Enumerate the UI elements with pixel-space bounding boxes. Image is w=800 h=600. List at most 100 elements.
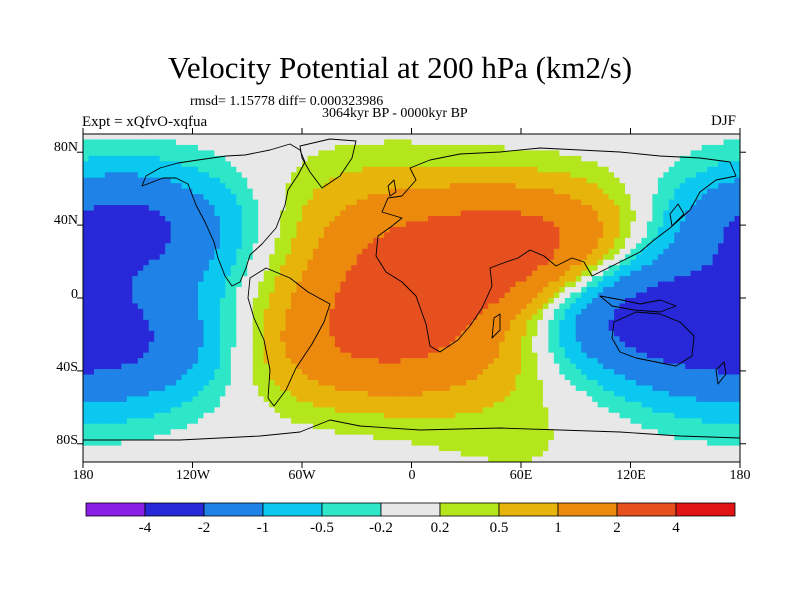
field-cell bbox=[734, 314, 740, 321]
field-cell bbox=[460, 287, 467, 294]
field-cell bbox=[170, 177, 177, 184]
field-cell bbox=[400, 248, 407, 255]
field-cell bbox=[559, 314, 566, 321]
field-cell bbox=[323, 341, 330, 348]
field-cell bbox=[471, 341, 478, 348]
field-cell bbox=[187, 270, 194, 277]
field-cell bbox=[449, 205, 456, 212]
field-cell bbox=[674, 287, 681, 294]
field-cell bbox=[148, 303, 155, 310]
field-cell bbox=[214, 352, 221, 359]
field-cell bbox=[438, 155, 445, 162]
field-cell bbox=[291, 194, 298, 201]
field-cell bbox=[378, 265, 385, 272]
field-cell bbox=[400, 232, 407, 239]
field-cell bbox=[192, 254, 199, 261]
field-cell bbox=[707, 254, 714, 261]
field-cell bbox=[323, 155, 330, 162]
field-cell bbox=[477, 134, 484, 141]
field-cell bbox=[274, 276, 281, 283]
field-cell bbox=[707, 166, 714, 173]
field-cell bbox=[88, 281, 95, 288]
field-cell bbox=[323, 232, 330, 239]
field-cell bbox=[296, 155, 303, 162]
field-cell bbox=[542, 199, 549, 206]
field-cell bbox=[247, 314, 254, 321]
field-cell bbox=[340, 144, 347, 151]
field-cell bbox=[389, 172, 396, 179]
field-cell bbox=[110, 139, 117, 146]
field-cell bbox=[564, 226, 571, 233]
field-cell bbox=[148, 314, 155, 321]
field-cell bbox=[307, 199, 314, 206]
field-cell bbox=[581, 276, 588, 283]
field-cell bbox=[307, 155, 314, 162]
field-cell bbox=[176, 188, 183, 195]
field-cell bbox=[356, 276, 363, 283]
field-cell bbox=[154, 232, 161, 239]
field-cell bbox=[329, 199, 336, 206]
field-cell bbox=[499, 352, 506, 359]
field-cell bbox=[219, 303, 226, 310]
field-cell bbox=[433, 144, 440, 151]
field-cell bbox=[685, 232, 692, 239]
field-cell bbox=[449, 254, 456, 261]
field-cell bbox=[718, 155, 725, 162]
field-cell bbox=[586, 144, 593, 151]
field-cell bbox=[104, 194, 111, 201]
field-cell bbox=[510, 134, 517, 141]
field-cell bbox=[137, 134, 144, 141]
field-cell bbox=[110, 308, 117, 315]
field-cell bbox=[225, 188, 232, 195]
field-cell bbox=[241, 287, 248, 294]
field-cell bbox=[597, 330, 604, 337]
field-cell bbox=[247, 259, 254, 266]
field-cell bbox=[345, 287, 352, 294]
field-cell bbox=[110, 287, 117, 294]
field-cell bbox=[586, 298, 593, 305]
field-cell bbox=[307, 226, 314, 233]
field-cell bbox=[291, 166, 298, 173]
field-cell bbox=[521, 221, 528, 228]
field-cell bbox=[625, 177, 632, 184]
field-cell bbox=[570, 319, 577, 326]
field-cell bbox=[230, 155, 237, 162]
field-cell bbox=[553, 259, 560, 266]
field-cell bbox=[526, 298, 533, 305]
field-cell bbox=[416, 177, 424, 184]
field-cell bbox=[488, 232, 495, 239]
field-cell bbox=[83, 347, 90, 354]
field-cell bbox=[83, 259, 90, 266]
field-cell bbox=[460, 199, 467, 206]
field-cell bbox=[230, 298, 237, 305]
field-cell bbox=[225, 303, 232, 310]
field-cell bbox=[488, 281, 495, 288]
field-cell bbox=[553, 319, 560, 326]
field-cell bbox=[416, 319, 424, 326]
field-cell bbox=[477, 243, 484, 250]
field-cell bbox=[455, 188, 462, 195]
field-cell bbox=[493, 144, 500, 151]
field-cell bbox=[635, 205, 643, 212]
field-cell bbox=[592, 139, 599, 146]
field-cell bbox=[619, 270, 626, 277]
field-cell bbox=[356, 308, 363, 315]
field-cell bbox=[170, 134, 177, 141]
field-cell bbox=[159, 298, 166, 305]
field-cell bbox=[592, 232, 599, 239]
field-cell bbox=[154, 308, 161, 315]
field-cell bbox=[537, 254, 544, 261]
field-cell bbox=[312, 358, 320, 365]
field-cell bbox=[318, 259, 325, 266]
field-cell bbox=[575, 314, 582, 321]
field-cell bbox=[373, 221, 380, 228]
field-cell bbox=[564, 210, 571, 217]
field-cell bbox=[597, 298, 604, 305]
field-cell bbox=[187, 232, 194, 239]
field-cell bbox=[159, 194, 166, 201]
field-cell bbox=[438, 226, 445, 233]
field-cell bbox=[88, 347, 95, 354]
field-cell bbox=[581, 347, 588, 354]
field-cell bbox=[663, 325, 670, 332]
field-cell bbox=[488, 259, 495, 266]
